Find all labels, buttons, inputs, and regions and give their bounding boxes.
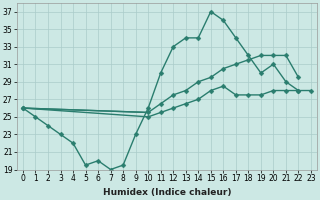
X-axis label: Humidex (Indice chaleur): Humidex (Indice chaleur)	[103, 188, 231, 197]
